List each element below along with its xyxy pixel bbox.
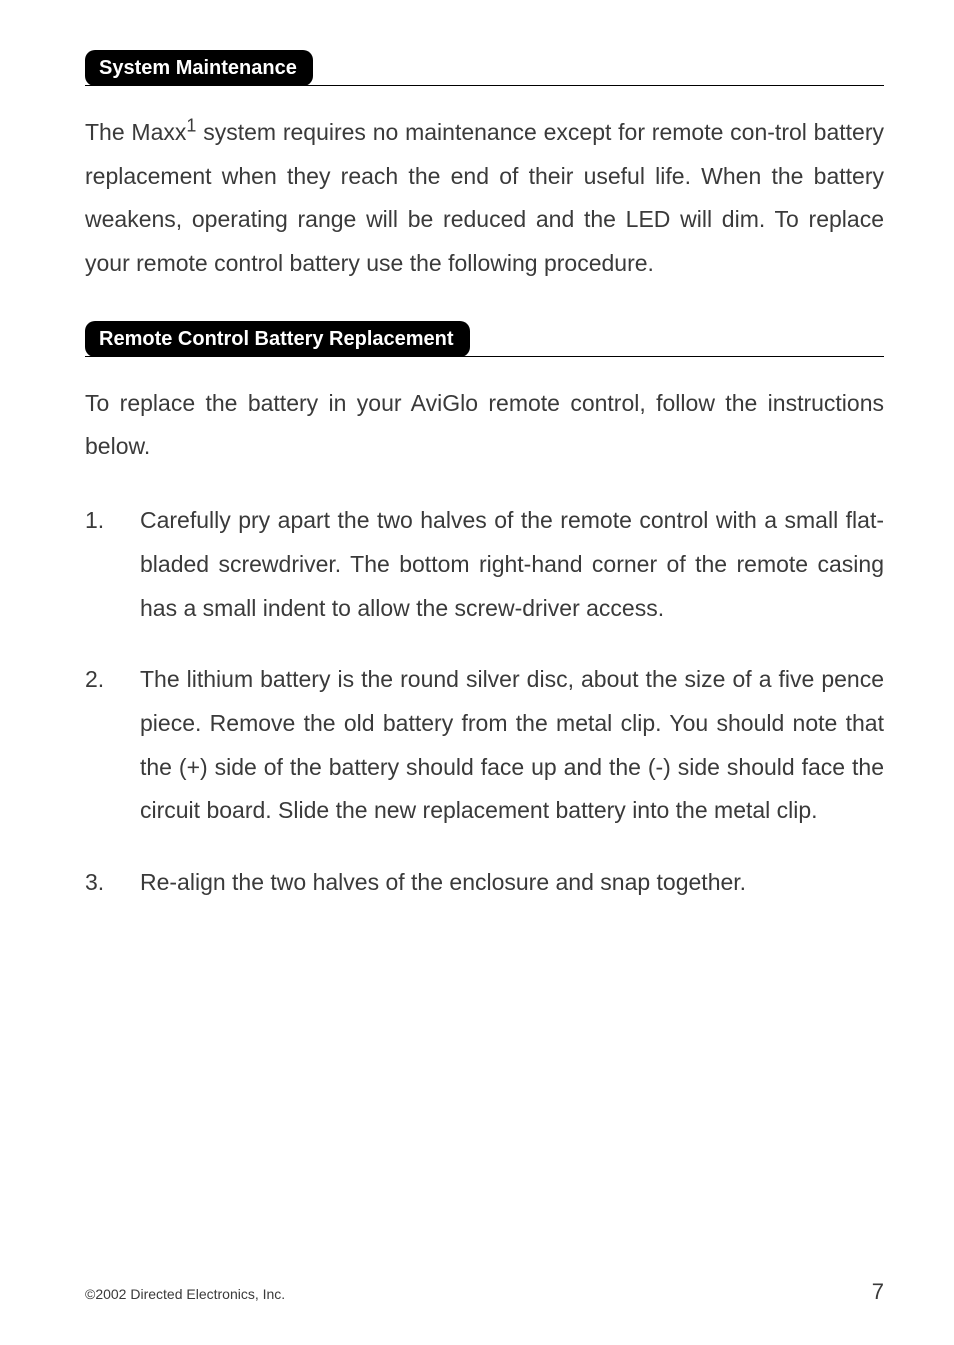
battery-step-2: The lithium battery is the round silver …: [85, 658, 884, 833]
product-name-super: 1: [186, 115, 196, 135]
maintenance-body-rest: system requires no maintenance except fo…: [85, 119, 884, 276]
battery-step-3: Re-align the two halves of the enclosure…: [85, 861, 884, 905]
product-name-prefix: The Maxx: [85, 119, 186, 145]
maintenance-body: The Maxx1 system requires no maintenance…: [85, 111, 884, 286]
section-title-maintenance: System Maintenance: [85, 50, 313, 86]
footer-copyright: ©2002 Directed Electronics, Inc.: [85, 1286, 285, 1302]
section-header-battery: Remote Control Battery Replacement: [85, 321, 884, 357]
page-footer: ©2002 Directed Electronics, Inc. 7: [85, 1279, 884, 1305]
section-header-maintenance: System Maintenance: [85, 50, 884, 86]
section-title-battery: Remote Control Battery Replacement: [85, 321, 470, 357]
battery-step-1: Carefully pry apart the two halves of th…: [85, 499, 884, 630]
footer-page-number: 7: [872, 1279, 884, 1305]
battery-steps-list: Carefully pry apart the two halves of th…: [85, 499, 884, 905]
battery-intro: To replace the battery in your AviGlo re…: [85, 382, 884, 469]
